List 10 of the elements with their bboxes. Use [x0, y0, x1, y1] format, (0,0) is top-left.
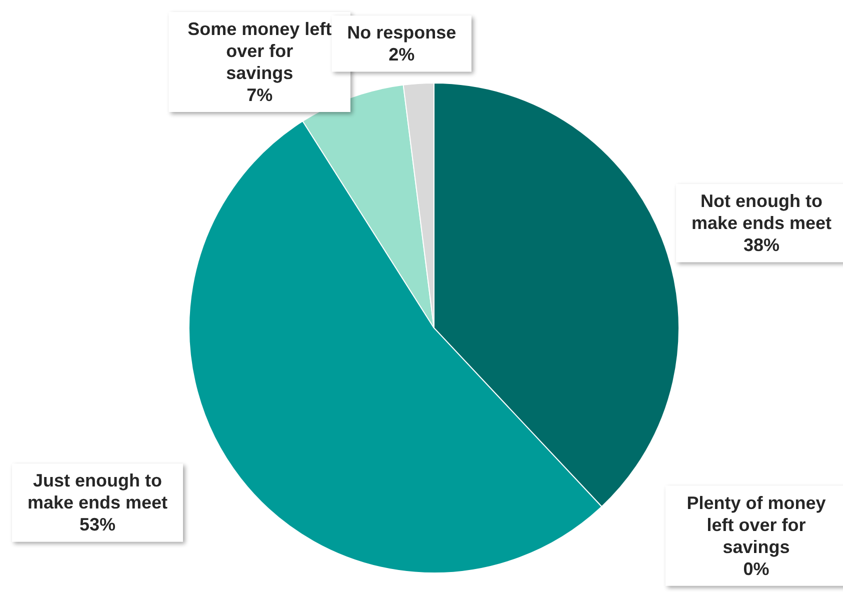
slice-label: Some money left over for savings [188, 19, 332, 83]
data-label: 2% [388, 44, 415, 65]
slice-label: Not enough to make ends meet [691, 191, 832, 234]
slice-label: Just enough to make ends meet [27, 470, 168, 513]
data-label: 38% [743, 235, 780, 256]
data-label: 53% [79, 514, 116, 535]
slice-label: No response [347, 22, 456, 43]
text: 0% [743, 558, 770, 579]
data-label: 7% [246, 85, 273, 105]
category-label: Plenty of money left over for savings [686, 492, 826, 557]
